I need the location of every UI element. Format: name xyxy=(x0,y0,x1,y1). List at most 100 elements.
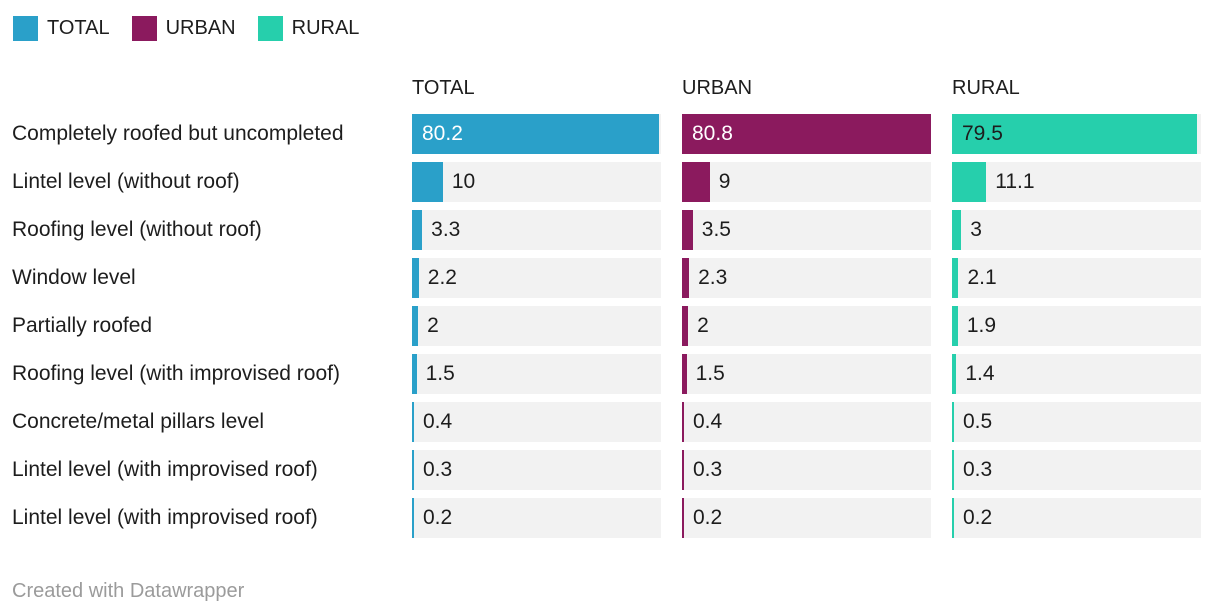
bar-track: 0.2 xyxy=(412,498,661,538)
column-header-rural: RURAL xyxy=(952,77,1020,99)
row-label: Lintel level (with improvised roof) xyxy=(12,506,318,529)
bar-track: 2.2 xyxy=(412,258,661,298)
bar-rural[interactable] xyxy=(952,306,958,346)
bar-value-label: 80.2 xyxy=(422,122,463,145)
legend-item-urban: URBAN xyxy=(131,15,236,41)
bar-rural[interactable] xyxy=(952,210,962,250)
bar-urban[interactable] xyxy=(682,498,684,538)
chart-grid: TOTAL URBAN RURAL Completely roofed but unc… xyxy=(0,66,1220,538)
bar-track: 0.2 xyxy=(682,498,931,538)
bar-total[interactable] xyxy=(412,162,443,202)
bar-urban[interactable] xyxy=(682,354,687,394)
bar-value-label: 0.3 xyxy=(423,458,453,481)
datawrapper-credit-link[interactable]: Created with Datawrapper xyxy=(12,580,245,602)
bar-track: 80.8 xyxy=(682,114,931,154)
legend-swatch-icon xyxy=(131,15,157,41)
bar-track: 1.4 xyxy=(952,354,1201,394)
bar-value-label: 3 xyxy=(970,218,982,241)
bar-track: 80.2 xyxy=(412,114,661,154)
bar-value-label: 0.5 xyxy=(963,410,993,433)
bar-value-label: 1.4 xyxy=(965,362,995,385)
bar-track: 3.5 xyxy=(682,210,931,250)
bar-urban[interactable] xyxy=(682,450,684,490)
bar-value-label: 0.2 xyxy=(423,506,453,529)
bar-value-label: 2.2 xyxy=(427,266,457,289)
bar-track: 11.1 xyxy=(952,162,1201,202)
bar-value-label: 1.9 xyxy=(966,314,997,337)
bar-value-label: 1.5 xyxy=(695,362,725,385)
bar-value-label: 79.5 xyxy=(962,122,1003,145)
row-label: Roofing level (with improvised roof) xyxy=(12,362,340,385)
bar-rural[interactable] xyxy=(952,450,954,490)
bar-value-label: 0.2 xyxy=(963,506,993,529)
bar-rural[interactable] xyxy=(952,402,954,442)
bar-track: 2.1 xyxy=(952,258,1201,298)
row-label: Lintel level (with improvised roof) xyxy=(12,458,318,481)
bar-track: 1.5 xyxy=(412,354,661,394)
bar-track: 0.4 xyxy=(412,402,661,442)
legend-swatch-icon xyxy=(13,15,38,41)
legend-item-rural: RURAL xyxy=(257,15,360,41)
row-label: Window level xyxy=(12,266,136,289)
bar-value-label: 0.3 xyxy=(693,458,723,481)
bar-value-label: 2.1 xyxy=(967,266,997,289)
bar-rural[interactable] xyxy=(952,354,957,394)
row-label: Partially roofed xyxy=(12,314,153,337)
row-label: Concrete/metal pillars level xyxy=(12,410,265,433)
bar-track: 0.2 xyxy=(952,498,1201,538)
bar-value-label: 2 xyxy=(427,314,439,337)
bar-urban[interactable] xyxy=(682,114,931,154)
row-label: Roofing level (without roof) xyxy=(12,218,262,241)
bar-track: 3 xyxy=(952,210,1201,250)
bar-total[interactable] xyxy=(412,498,414,538)
bar-track: 2.3 xyxy=(682,258,931,298)
bar-value-label: 9 xyxy=(718,170,731,193)
bar-value-label: 3.3 xyxy=(431,218,461,241)
bar-track: 3.3 xyxy=(412,210,661,250)
bar-total[interactable] xyxy=(412,450,414,490)
bar-total[interactable] xyxy=(412,258,419,298)
legend-item-total: TOTAL xyxy=(13,15,110,41)
bar-rural[interactable] xyxy=(952,114,1197,154)
bar-rural[interactable] xyxy=(952,162,987,202)
bar-track: 79.5 xyxy=(952,114,1201,154)
bar-track: 2 xyxy=(412,306,661,346)
bar-value-label: 2 xyxy=(697,314,709,337)
bar-urban[interactable] xyxy=(682,402,684,442)
bar-value-label: 11.1 xyxy=(995,170,1035,193)
legend-label: URBAN xyxy=(165,16,236,39)
bar-rural[interactable] xyxy=(952,498,954,538)
bar-track: 0.5 xyxy=(952,402,1201,442)
bar-track: 0.3 xyxy=(412,450,661,490)
bar-urban[interactable] xyxy=(682,162,710,202)
bar-track: 10 xyxy=(412,162,661,202)
bar-value-label: 2.3 xyxy=(698,266,728,289)
bar-value-label: 0.2 xyxy=(693,506,723,529)
bar-total[interactable] xyxy=(412,402,414,442)
bar-value-label: 0.4 xyxy=(423,410,453,433)
bar-urban[interactable] xyxy=(682,210,693,250)
bar-track: 0.3 xyxy=(952,450,1201,490)
bar-total[interactable] xyxy=(412,306,419,346)
bar-value-label: 10 xyxy=(451,170,476,193)
bar-value-label: 1.5 xyxy=(425,362,455,385)
bar-urban[interactable] xyxy=(682,258,690,298)
bar-urban[interactable] xyxy=(682,306,689,346)
column-header-total: TOTAL xyxy=(412,77,475,99)
bar-track: 2 xyxy=(682,306,931,346)
bar-total[interactable] xyxy=(412,114,660,154)
bar-value-label: 3.5 xyxy=(701,218,731,241)
bar-track: 0.3 xyxy=(682,450,931,490)
bar-rural[interactable] xyxy=(952,258,959,298)
bar-total[interactable] xyxy=(412,210,423,250)
bar-track: 1.9 xyxy=(952,306,1201,346)
bar-track: 0.4 xyxy=(682,402,931,442)
bar-total[interactable] xyxy=(412,354,417,394)
row-label: Lintel level (without roof) xyxy=(12,170,240,193)
legend-swatch-icon xyxy=(257,15,283,41)
bar-value-label: 0.4 xyxy=(693,410,723,433)
legend-label: RURAL xyxy=(291,16,360,39)
bar-track: 1.5 xyxy=(682,354,931,394)
legend-label: TOTAL xyxy=(47,16,110,39)
